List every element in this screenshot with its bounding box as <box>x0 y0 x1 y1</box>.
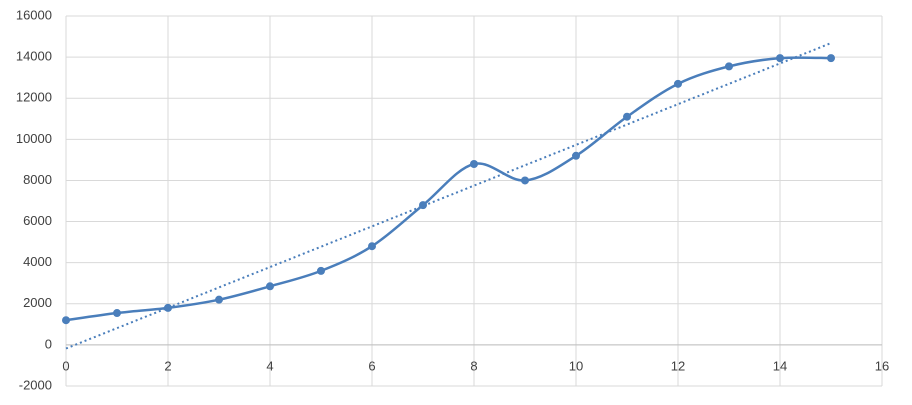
x-tick-label: 6 <box>368 358 375 373</box>
point <box>419 201 427 210</box>
x-tick-label: 12 <box>671 358 685 373</box>
y-tick-label: 10000 <box>16 131 52 146</box>
y-tick-label: 2000 <box>23 295 52 310</box>
x-tick-label: 14 <box>773 358 787 373</box>
y-tick-label: 6000 <box>23 213 52 228</box>
x-tick-label: 0 <box>62 358 69 373</box>
point <box>623 112 631 121</box>
y-tick-label: 4000 <box>23 254 52 269</box>
x-tick-label: 16 <box>875 358 889 373</box>
point <box>827 54 835 63</box>
y-tick-label: 12000 <box>16 90 52 105</box>
point <box>215 295 223 304</box>
trend-line <box>65 42 832 350</box>
series-line <box>65 56 832 322</box>
point <box>572 151 580 160</box>
x-tick-label: 2 <box>164 358 171 373</box>
point <box>368 242 376 251</box>
y-tick-label: 14000 <box>16 49 52 64</box>
point <box>776 54 784 63</box>
point <box>674 79 682 88</box>
point <box>164 303 172 312</box>
y-tick-label: 0 <box>45 336 52 351</box>
x-tick-label: 8 <box>470 358 477 373</box>
point <box>470 160 478 168</box>
y-tick-label: 8000 <box>23 172 52 187</box>
point <box>521 176 529 185</box>
y-tick-label: -2000 <box>19 377 52 392</box>
point <box>266 282 274 291</box>
point <box>113 309 121 318</box>
x-tick-label: 4 <box>266 358 273 373</box>
y-tick-label: 16000 <box>16 7 52 22</box>
x-tick-label: 10 <box>569 358 583 373</box>
point <box>317 266 325 275</box>
point <box>62 316 70 325</box>
point <box>725 62 733 71</box>
